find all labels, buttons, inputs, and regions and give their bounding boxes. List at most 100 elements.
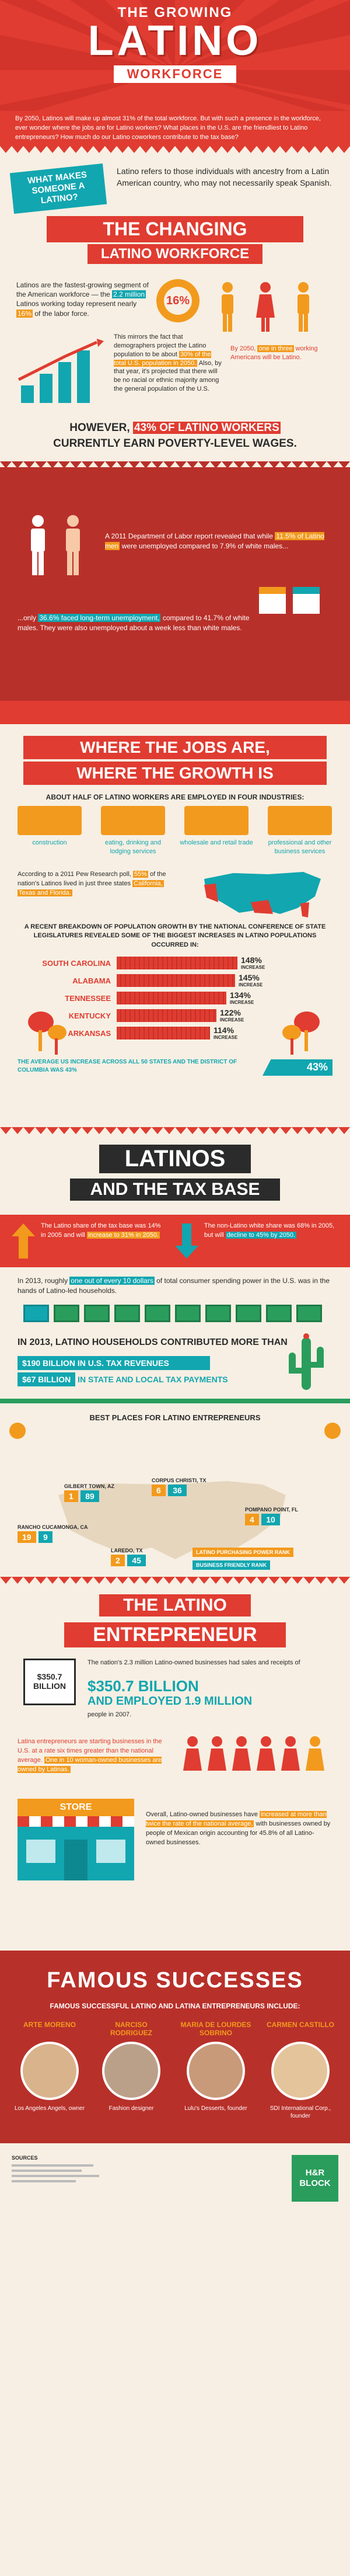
- place-name: RANCHO CUCAMONGA, CA: [18, 1524, 88, 1530]
- increase-label: INCREASE: [214, 1035, 238, 1040]
- industry-dining: eating, drinking and lodging services: [95, 806, 171, 864]
- industry-business: professional and other business services: [262, 806, 338, 864]
- contrib-title: IN 2013, LATINO HOUSEHOLDS CONTRIBUTED M…: [18, 1337, 288, 1347]
- poverty-headline-hl: 43% OF LATINO WORKERS: [132, 422, 281, 434]
- industry-retail: wholesale and retail trade: [178, 806, 254, 864]
- spending-b: of total consumer spending power in the …: [18, 1277, 330, 1295]
- calendar-icons: [259, 587, 320, 614]
- person-photo: [20, 2042, 79, 2100]
- store-icon: [184, 806, 249, 835]
- long-term-hl: 36.6% faced long-term unemployment,: [38, 614, 161, 622]
- changing-text-1a: Latinos are the fastest-growing segment …: [16, 281, 149, 299]
- person-card-4: CARMEN CASTILLO SDI International Corp.,…: [262, 2021, 338, 2120]
- purchasing-rank: 2: [111, 1554, 125, 1566]
- dept-labor-text: A 2011 Department of Labor report reveal…: [105, 531, 327, 552]
- money-sign: $350.7 BILLION: [23, 1659, 76, 1705]
- industry-label: professional and other business services: [268, 839, 332, 855]
- long-term-text: ...only 36.6% faced long-term unemployme…: [18, 613, 251, 634]
- source-line: [12, 2170, 82, 2172]
- pew-text: According to a 2011 Pew Research poll, 5…: [18, 870, 169, 898]
- latino-share-hl: increase to 31% in 2050.: [86, 1231, 160, 1239]
- person-name: CARMEN CASTILLO: [267, 2021, 334, 2029]
- zigzag-divider-2: [0, 461, 350, 468]
- contrib-line-2-hl: $67 BILLION: [18, 1372, 76, 1386]
- person-photo: [187, 2042, 245, 2100]
- tax-title-1: LATINOS: [99, 1145, 251, 1173]
- entrepreneur-section: THE LATINO ENTREPRENEUR $350.7 BILLION T…: [0, 1577, 350, 1951]
- dollar-bill-icon: [175, 1305, 201, 1322]
- state-bar: [117, 1009, 216, 1022]
- changing-title-1: THE CHANGING: [47, 216, 303, 242]
- money-sign-text: $350.7 BILLION: [33, 1672, 66, 1691]
- dollar-bill-icon: [84, 1305, 110, 1322]
- dollar-bill-icon: [266, 1305, 292, 1322]
- brand-logo[interactable]: H&R BLOCK: [292, 2155, 338, 2202]
- latino-share-a: The Latino share of the tax base was 14%…: [41, 1222, 161, 1239]
- ncsl-text: A RECENT BREAKDOWN OF POPULATION GROWTH …: [24, 923, 326, 948]
- average-value: 43%: [262, 1059, 332, 1076]
- changing-text-2a: This mirrors the fact that demographers …: [114, 333, 206, 358]
- us-map-large: [58, 1481, 286, 1559]
- sixteen-percent-value: 16%: [166, 294, 190, 307]
- business-rank: 36: [168, 1484, 187, 1496]
- dollar-bills-row: [23, 1302, 327, 1326]
- jobs-title-2: WHERE THE GROWTH IS: [23, 762, 327, 785]
- business-rank: 89: [80, 1490, 99, 1502]
- white-unemployment: 7.9% of white males...: [219, 542, 289, 551]
- one-in-three-hl: one in three: [257, 345, 294, 352]
- state-value: 148%: [241, 955, 262, 965]
- sunburst-background: [0, 0, 350, 111]
- state-label: ALABAMA: [72, 976, 111, 985]
- dollar-bill-icon: [54, 1305, 79, 1322]
- sources-list: [12, 2164, 274, 2199]
- state-bar: [117, 974, 235, 987]
- one-in-three-a: By 2050,: [230, 345, 256, 352]
- industry-label: construction: [32, 839, 67, 846]
- place-name: LAREDO, TX: [111, 1548, 143, 1553]
- latina-text: Latina entrepreneurs are starting busine…: [18, 1737, 169, 1775]
- spending-a: In 2013, roughly: [18, 1277, 68, 1285]
- state-label: KENTUCKY: [68, 1011, 111, 1020]
- increase-label: INCREASE: [230, 1000, 254, 1005]
- famous-title: FAMOUS SUCCESSES: [47, 1968, 303, 1993]
- changing-text-2b: Also, by that year, it's projected that …: [114, 359, 222, 393]
- state-bar: [117, 992, 226, 1004]
- what-makes-text: Latino refers to those individuals with …: [117, 166, 332, 187]
- pew-c: Texas and Florida.: [18, 889, 72, 896]
- jobs-section: WHERE THE JOBS ARE, WHERE THE GROWTH IS …: [0, 724, 350, 1127]
- poverty-headline-b: CURRENTLY EARN POVERTY-LEVEL WAGES.: [53, 437, 297, 450]
- dept-labor-a: A 2011 Department of Labor report reveal…: [105, 532, 273, 540]
- sources-label: SOURCES: [12, 2155, 38, 2161]
- store-awning: [18, 1816, 134, 1827]
- overall-a: Overall, Latino-owned businesses have: [146, 1811, 258, 1818]
- increase-label: INCREASE: [239, 982, 263, 988]
- brand-text: H&R BLOCK: [299, 2168, 331, 2188]
- up-arrow-icon: [12, 1223, 35, 1259]
- cactus-icon: [289, 1333, 324, 1390]
- workers-people-icon: [222, 282, 309, 332]
- state-value: 145%: [239, 973, 260, 982]
- store-sign: STORE: [18, 1799, 134, 1816]
- unemployment-section: A 2011 Department of Labor report reveal…: [0, 467, 350, 724]
- place-gilbert: GILBERT TOWN, AZ 1 89: [64, 1483, 128, 1502]
- source-line: [12, 2175, 99, 2177]
- person-desc: SDI International Corp., founder: [270, 2105, 331, 2119]
- contrib-line-1: $190 BILLION IN U.S. TAX REVENUES: [18, 1356, 210, 1370]
- person-card-3: MARIA DE LOURDES SOBRINO Lulu's Desserts…: [178, 2021, 254, 2112]
- header-title-sub: WORKFORCE: [114, 65, 236, 83]
- pew-a: According to a 2011 Pew Research poll,: [18, 871, 131, 878]
- changing-text-1c: of the labor force.: [34, 309, 89, 318]
- white-share-a: The non-Latino white share was 68% in 20…: [204, 1222, 335, 1239]
- intro-section: By 2050, Latinos will make up almost 31%…: [0, 111, 350, 146]
- increase-label: INCREASE: [220, 1017, 244, 1023]
- pew-b: of the nation's Latinos lived in just th…: [18, 871, 166, 887]
- person-photo: [102, 2042, 160, 2100]
- down-arrow-icon: [175, 1223, 198, 1259]
- sunburst-icon: [164, 287, 192, 315]
- tax-title-2: AND THE TAX BASE: [70, 1179, 280, 1201]
- contrib-line-2-b: IN STATE AND LOCAL TAX PAYMENTS: [78, 1375, 228, 1384]
- store-illustration: STORE: [18, 1799, 134, 1880]
- pew-hl: 55%: [132, 871, 148, 878]
- state-label: SOUTH CAROLINA: [42, 959, 111, 968]
